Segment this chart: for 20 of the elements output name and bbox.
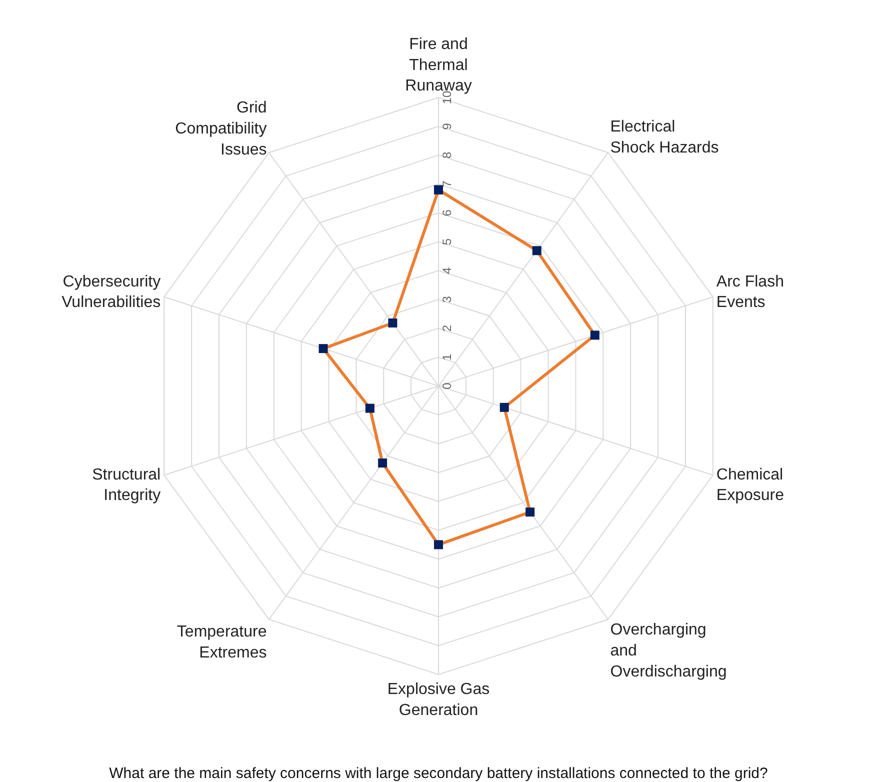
- y-tick-label: 2: [440, 324, 454, 332]
- spoke-label: Explosive Gas Generation: [387, 681, 490, 719]
- spoke-label: Chemical Exposure: [716, 466, 784, 504]
- y-tick-label: 6: [440, 209, 454, 216]
- y-tick-label: 9: [440, 122, 454, 130]
- spoke-label: Arc Flash Events: [716, 273, 784, 312]
- y-tick-label: 3: [440, 296, 454, 303]
- spoke-label: Grid Compatibility Issues: [175, 100, 267, 158]
- y-tick-label: 7: [440, 180, 454, 188]
- y-tick-label: 5: [440, 238, 454, 246]
- spoke-label: Overcharging and Overdischarging: [610, 622, 727, 680]
- spoke-label: Cybersecurity Vulnerabilities: [62, 273, 161, 312]
- y-tick-label: 0: [440, 382, 454, 390]
- y-tick-label: 4: [440, 266, 454, 274]
- spoke-label: Temperature Extremes: [176, 624, 267, 662]
- y-tick-label: 8: [440, 152, 454, 159]
- spoke-label: Electrical Shock Hazards: [610, 118, 719, 156]
- text: What are the main safety concerns with large secondary battery installations connected to the grid?: [109, 765, 768, 782]
- y-tick-label: 1: [440, 353, 454, 360]
- spoke-label: Structural Integrity: [92, 466, 161, 504]
